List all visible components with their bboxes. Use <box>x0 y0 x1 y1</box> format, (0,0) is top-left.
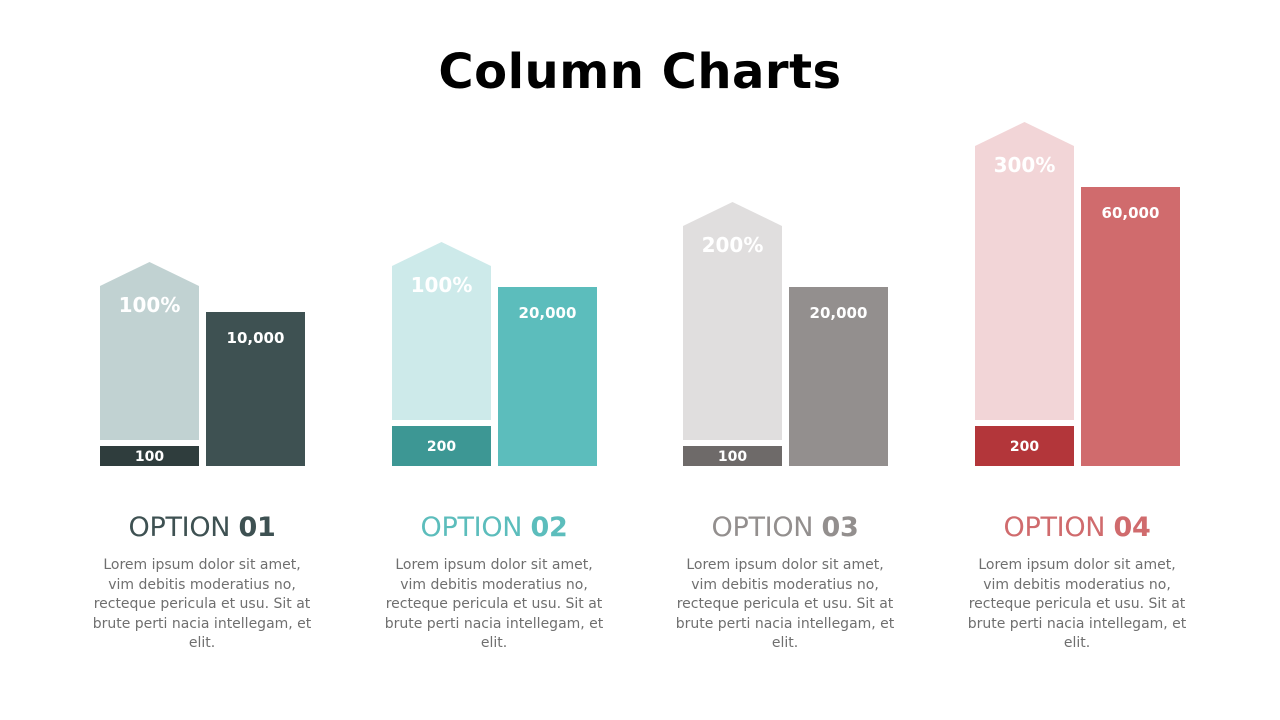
base-value-label: 200 <box>1010 439 1039 455</box>
base-bar <box>683 446 782 466</box>
base-value-label: 200 <box>427 439 456 455</box>
bar-value-label: 60,000 <box>1102 204 1160 222</box>
option-number: 03 <box>821 512 859 543</box>
base-bar <box>392 426 491 466</box>
arrow-percent-label: 200% <box>702 233 764 257</box>
option-label: OPTION <box>128 512 231 543</box>
base-value-label: 100 <box>718 449 747 465</box>
arrow-bar <box>975 122 1074 420</box>
option-label: OPTION <box>711 512 814 543</box>
page-title: Column Charts <box>438 44 842 100</box>
value-bar <box>1081 187 1180 466</box>
value-bar <box>498 287 597 466</box>
arrow-percent-label: 100% <box>119 293 181 317</box>
bar-value-label: 20,000 <box>519 304 577 322</box>
option-number: 01 <box>238 512 276 543</box>
option-group-2: OPTION 02 Lorem ipsum dolor sit amet, vi… <box>384 508 604 654</box>
arrow-bar <box>100 262 199 440</box>
option-title: OPTION 02 <box>384 508 604 548</box>
option-title: OPTION 03 <box>675 508 895 548</box>
bar-value-label: 20,000 <box>810 304 868 322</box>
arrow-bar <box>683 202 782 440</box>
option-description: Lorem ipsum dolor sit amet, vim debitis … <box>384 557 604 651</box>
arrow-bar <box>392 242 491 420</box>
option-label: OPTION <box>420 512 523 543</box>
option-description: Lorem ipsum dolor sit amet, vim debitis … <box>92 557 312 651</box>
bar-value-label: 10,000 <box>227 329 285 347</box>
option-title: OPTION 01 <box>92 508 312 548</box>
option-group-4: OPTION 04 Lorem ipsum dolor sit amet, vi… <box>967 508 1187 654</box>
option-description: Lorem ipsum dolor sit amet, vim debitis … <box>675 557 895 651</box>
arrow-percent-label: 100% <box>411 273 473 297</box>
base-value-label: 100 <box>135 449 164 465</box>
option-title: OPTION 04 <box>967 508 1187 548</box>
arrow-percent-label: 300% <box>994 153 1056 177</box>
option-description: Lorem ipsum dolor sit amet, vim debitis … <box>967 557 1187 651</box>
value-bar <box>789 287 888 466</box>
base-bar <box>100 446 199 466</box>
option-group-1: OPTION 01 Lorem ipsum dolor sit amet, vi… <box>92 508 312 654</box>
value-bar <box>206 312 305 466</box>
base-bar <box>975 426 1074 466</box>
option-group-3: OPTION 03 Lorem ipsum dolor sit amet, vi… <box>675 508 895 654</box>
option-number: 04 <box>1113 512 1151 543</box>
option-number: 02 <box>530 512 568 543</box>
option-label: OPTION <box>1003 512 1106 543</box>
